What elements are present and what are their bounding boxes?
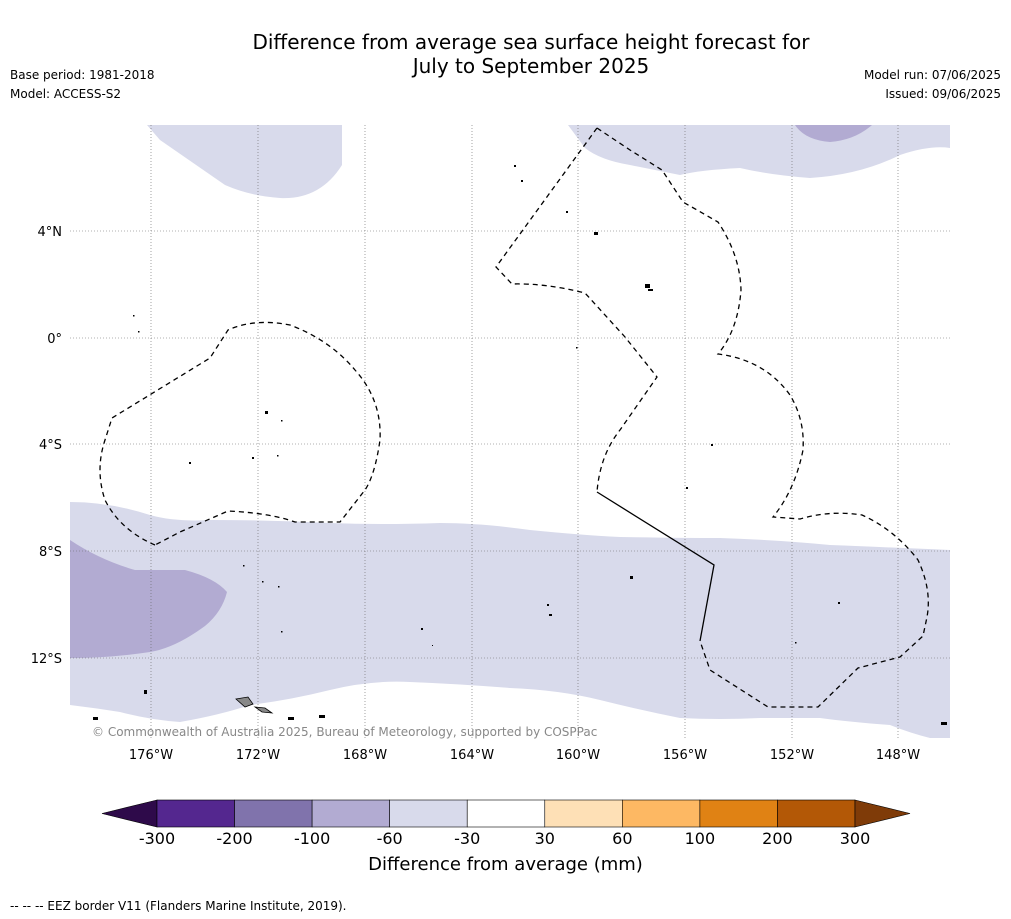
colorbar-tick-label: 30 xyxy=(535,829,555,848)
colorbar-tick-label: -300 xyxy=(139,829,175,848)
issued-date: Issued: 09/06/2025 xyxy=(885,87,1001,101)
eez-border-kiribati-north xyxy=(495,127,658,493)
title-line-2: July to September 2025 xyxy=(412,54,650,78)
anomaly-region-south-band xyxy=(70,502,950,738)
meta-left: Base period: 1981-2018 Model: ACCESS-S2 xyxy=(10,66,155,104)
colorbar-extend-low xyxy=(101,799,158,828)
colorbar-tick-label: 200 xyxy=(762,829,793,848)
colorbar-tick-label: -200 xyxy=(216,829,252,848)
lon-label: 176°W xyxy=(129,748,173,763)
colorbar-segment xyxy=(234,799,313,828)
colorbar-segment xyxy=(389,799,468,828)
lat-label: 12°S xyxy=(31,652,62,667)
colorbar-segment xyxy=(544,799,623,828)
lat-label: 0° xyxy=(47,332,62,347)
colorbar-extend-high xyxy=(854,799,911,828)
map-area xyxy=(70,125,950,738)
base-period: Base period: 1981-2018 xyxy=(10,68,155,82)
lat-label: 4°S xyxy=(39,438,62,453)
map-title: Difference from average sea surface heig… xyxy=(180,30,882,78)
colorbar-tick-label: 60 xyxy=(612,829,632,848)
colorbar-tick-label: 100 xyxy=(685,829,716,848)
maritime-boundary-line xyxy=(596,491,715,642)
colorbar-label: Difference from average (mm) xyxy=(368,854,643,875)
colorbar-segment xyxy=(699,799,778,828)
eez-border-tokelau xyxy=(99,321,381,546)
colorbar-tick-label: -100 xyxy=(294,829,330,848)
model-run: Model run: 07/06/2025 xyxy=(863,68,1001,82)
title-line-1: Difference from average sea surface heig… xyxy=(252,30,810,54)
copyright-notice: © Commonwealth of Australia 2025, Bureau… xyxy=(92,725,597,739)
lon-label: 152°W xyxy=(770,748,814,763)
anomaly-region-north-west xyxy=(147,125,342,199)
lat-label: 8°S xyxy=(39,545,62,560)
colorbar-segment xyxy=(466,799,546,828)
anomaly-region-north-east xyxy=(568,125,950,178)
colorbar-tick-label: 300 xyxy=(840,829,871,848)
colorbar xyxy=(101,799,911,828)
anomaly-region-north-east-dark xyxy=(795,125,872,142)
eez-legend-note: -- -- -- EEZ border V11 (Flanders Marine… xyxy=(10,899,347,913)
islands xyxy=(93,165,947,725)
lon-label: 160°W xyxy=(556,748,600,763)
model-name: Model: ACCESS-S2 xyxy=(10,87,122,101)
lon-label: 168°W xyxy=(343,748,387,763)
lat-label: 4°N xyxy=(38,225,63,240)
lon-label: 156°W xyxy=(663,748,707,763)
lon-label: 172°W xyxy=(236,748,280,763)
eez-border-kiribati-east xyxy=(596,127,929,708)
colorbar-tick-label: -60 xyxy=(377,829,403,848)
graticule xyxy=(70,125,950,738)
colorbar-segment xyxy=(311,799,390,828)
colorbar-segment xyxy=(777,799,856,828)
colorbar-tick-label: -30 xyxy=(454,829,480,848)
lon-label: 148°W xyxy=(876,748,920,763)
lon-label: 164°W xyxy=(450,748,494,763)
samoa-islands xyxy=(235,696,274,714)
meta-right: Model run: 07/06/2025 Issued: 09/06/2025 xyxy=(864,66,1001,104)
colorbar-segment xyxy=(622,799,701,828)
anomaly-region-south-west-dark xyxy=(70,540,227,658)
colorbar-segment xyxy=(156,799,235,828)
latitude-labels: 4°N 0° 4°S 8°S 12°S xyxy=(31,225,62,667)
colorbar-ticks: -300 -200 -100 -60 -30 30 60 100 200 300 xyxy=(139,829,870,848)
eez-borders xyxy=(99,127,929,708)
longitude-labels: 176°W 172°W 168°W 164°W 160°W 156°W 152°… xyxy=(129,748,920,763)
